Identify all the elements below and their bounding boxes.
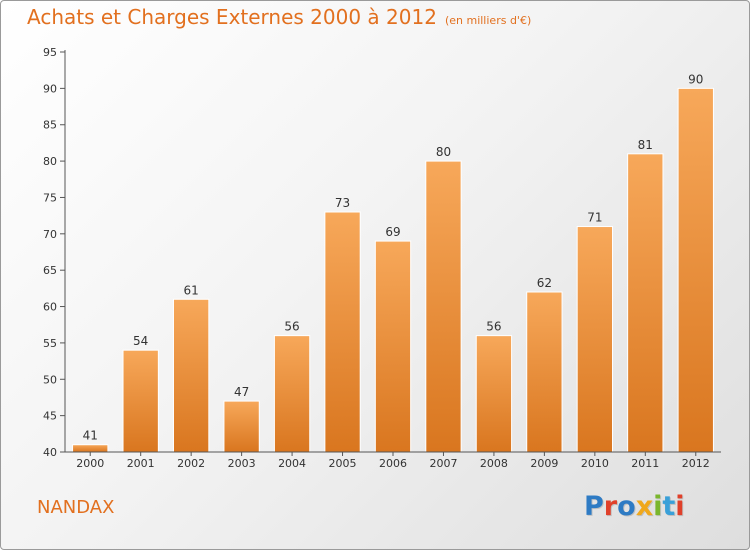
logo-letter: o xyxy=(617,491,636,522)
bar-2010 xyxy=(576,226,614,453)
logo-letter: x xyxy=(635,491,654,522)
x-tick-label-2011: 2011 xyxy=(631,457,659,470)
value-label-2012: 90 xyxy=(688,72,703,86)
y-tick-label: 90 xyxy=(43,82,57,95)
bar-2005 xyxy=(324,211,361,453)
value-label-2002: 61 xyxy=(184,283,199,297)
y-tick-label: 50 xyxy=(43,373,57,386)
value-label-2005: 73 xyxy=(335,196,350,210)
value-label-2004: 56 xyxy=(284,320,299,334)
bar-2003 xyxy=(223,400,260,453)
logo-letter: P xyxy=(584,491,604,522)
x-tick-label-2005: 2005 xyxy=(329,457,357,470)
logo-letter: t xyxy=(662,491,676,522)
value-label-2003: 47 xyxy=(234,385,249,399)
bar-2006 xyxy=(374,240,412,453)
x-axis: 2000 2001 2002 2003 2004 2005 2006 2007 2008 2009… xyxy=(65,451,721,470)
value-label-2011: 81 xyxy=(638,138,653,152)
title-line: Achats et Charges Externes 2000 à 2012 (e… xyxy=(27,5,531,29)
chart-unit-note: (en milliers d'€) xyxy=(444,14,532,27)
value-label-2007: 80 xyxy=(436,145,451,159)
logo-letter: i xyxy=(675,491,685,522)
commune-name: NANDAX xyxy=(37,497,115,518)
x-tick-label-2004: 2004 xyxy=(278,457,306,470)
x-tick-label-2010: 2010 xyxy=(581,457,609,470)
bar-2001 xyxy=(122,349,159,453)
x-tick-label-2006: 2006 xyxy=(379,457,407,470)
y-tick-label: 65 xyxy=(43,264,57,277)
y-tick-label: 95 xyxy=(43,46,57,59)
x-tick-label-2009: 2009 xyxy=(530,457,558,470)
y-tick-label: 40 xyxy=(43,446,57,459)
bars: 41 54 61 47 56 73 69 80 56 62 71 81 90 xyxy=(72,72,714,453)
y-tick-label: 70 xyxy=(43,228,57,241)
bar-2008 xyxy=(475,335,513,453)
y-axis: 40 45 50 55 60 65 70 75 80 85 90 95 xyxy=(43,46,66,459)
logo-letter: i xyxy=(653,491,663,522)
bar-2004 xyxy=(273,335,311,453)
value-label-2006: 69 xyxy=(385,225,400,239)
y-tick-label: 85 xyxy=(43,119,57,132)
value-label-2008: 56 xyxy=(486,320,501,334)
bar-2009 xyxy=(526,291,563,453)
bar-2000 xyxy=(72,444,109,453)
x-tick-label-2008: 2008 xyxy=(480,457,508,470)
bar-2007 xyxy=(425,160,462,453)
bar-2002 xyxy=(172,298,210,453)
x-tick-label-2007: 2007 xyxy=(429,457,457,470)
x-tick-label-2002: 2002 xyxy=(177,457,205,470)
logo-letter: r xyxy=(603,491,618,522)
value-label-2009: 62 xyxy=(537,276,552,290)
value-label-2000: 41 xyxy=(83,429,98,443)
bar-2012 xyxy=(677,87,714,453)
bar-2011 xyxy=(627,153,664,453)
y-tick-label: 45 xyxy=(43,410,57,423)
value-label-2001: 54 xyxy=(133,334,148,348)
chart-title: Achats et Charges Externes 2000 à 2012 xyxy=(27,5,437,29)
y-tick-label: 55 xyxy=(43,337,57,350)
y-tick-label: 80 xyxy=(43,155,57,168)
value-label-2010: 71 xyxy=(587,211,602,225)
x-tick-label-2000: 2000 xyxy=(76,457,104,470)
x-tick-label-2003: 2003 xyxy=(228,457,256,470)
y-tick-label: 75 xyxy=(43,191,57,204)
x-tick-label-2001: 2001 xyxy=(127,457,155,470)
x-tick-label-2012: 2012 xyxy=(682,457,710,470)
proxiti-logo: Proxiti xyxy=(584,491,685,522)
y-tick-label: 60 xyxy=(43,301,57,314)
